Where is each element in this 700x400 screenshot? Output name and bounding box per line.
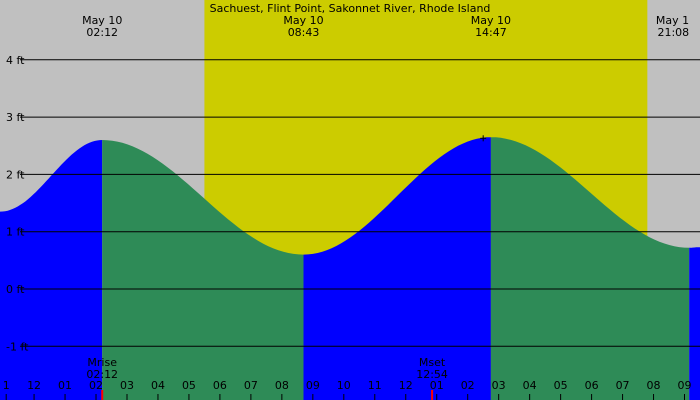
moon-event-label: Mset bbox=[419, 356, 446, 369]
tide-area-layer bbox=[0, 137, 700, 400]
hour-tick-label: 03 bbox=[120, 379, 134, 392]
falling-tide-segment bbox=[102, 140, 304, 400]
hour-tick-label: 01 bbox=[430, 379, 444, 392]
label-layer: Sachuest, Flint Point, Sakonnet River, R… bbox=[3, 2, 692, 400]
hour-tick-label: 04 bbox=[151, 379, 165, 392]
hour-tick-label: 08 bbox=[275, 379, 289, 392]
hour-tick-label: 10 bbox=[337, 379, 351, 392]
extreme-date-label: May 10 bbox=[283, 14, 323, 27]
hour-tick-label: 03 bbox=[492, 379, 506, 392]
hour-tick-label: 04 bbox=[523, 379, 537, 392]
extreme-time-label: 08:43 bbox=[288, 26, 320, 39]
extreme-date-label: May 10 bbox=[471, 14, 511, 27]
chart-title: Sachuest, Flint Point, Sakonnet River, R… bbox=[210, 2, 491, 15]
hour-tick-label: 02 bbox=[461, 379, 475, 392]
hour-tick-label: 05 bbox=[182, 379, 196, 392]
extreme-date-label: May 10 bbox=[82, 14, 122, 27]
hour-tick-label: 07 bbox=[244, 379, 258, 392]
hour-tick-label: 1 bbox=[3, 379, 10, 392]
hour-tick-label: 11 bbox=[368, 379, 382, 392]
moon-event-label: Mrise bbox=[87, 356, 117, 369]
rising-tide-segment bbox=[689, 247, 700, 400]
extreme-date-label: May 1 bbox=[656, 14, 689, 27]
hour-tick-label: 06 bbox=[213, 379, 227, 392]
hour-tick-label: 01 bbox=[58, 379, 72, 392]
extreme-time-label: 14:47 bbox=[475, 26, 507, 39]
extreme-time-label: 21:08 bbox=[657, 26, 689, 39]
moon-event-time: 12:54 bbox=[416, 368, 448, 381]
rising-tide-segment bbox=[0, 140, 103, 400]
falling-tide-segment bbox=[490, 137, 690, 400]
y-tick-label: 2 ft bbox=[6, 168, 25, 181]
y-tick-label: 3 ft bbox=[6, 111, 25, 124]
y-tick-label: 4 ft bbox=[6, 54, 25, 67]
hour-tick-label: 08 bbox=[647, 379, 661, 392]
y-tick-label: -1 ft bbox=[6, 340, 29, 353]
hour-tick-label: 07 bbox=[616, 379, 630, 392]
hour-tick-label: 12 bbox=[27, 379, 41, 392]
hour-tick-label: 02 bbox=[89, 379, 103, 392]
hour-tick-label: 09 bbox=[678, 379, 692, 392]
hour-tick-label: 09 bbox=[306, 379, 320, 392]
moon-event-time: 02:12 bbox=[86, 368, 118, 381]
extreme-time-label: 02:12 bbox=[86, 26, 118, 39]
hour-tick-label: 05 bbox=[554, 379, 568, 392]
hour-tick-label: 06 bbox=[585, 379, 599, 392]
y-tick-label: 1 ft bbox=[6, 226, 25, 239]
hour-tick-label: 12 bbox=[399, 379, 413, 392]
grid-layer bbox=[5, 59, 700, 400]
rising-tide-segment bbox=[303, 137, 491, 400]
y-tick-label: 0 ft bbox=[6, 283, 25, 296]
